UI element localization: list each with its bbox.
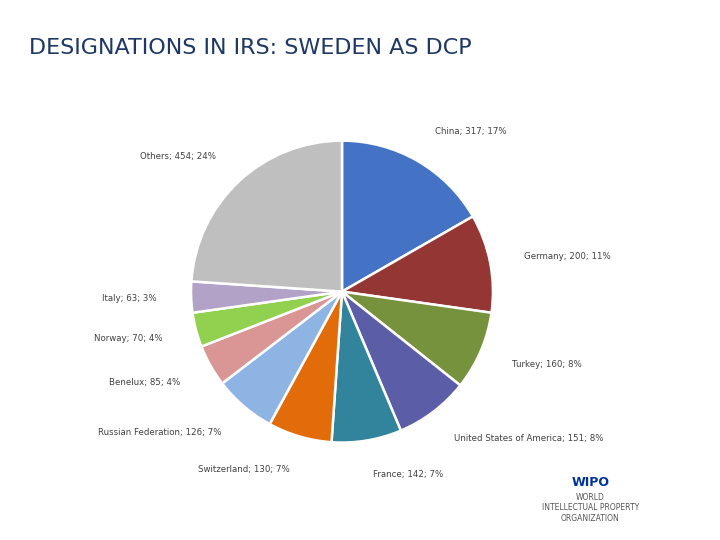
Text: ORGANIZATION: ORGANIZATION: [561, 514, 620, 523]
Wedge shape: [342, 292, 492, 386]
Wedge shape: [191, 281, 342, 313]
Text: WIPO: WIPO: [572, 476, 609, 489]
Text: Italy; 63; 3%: Italy; 63; 3%: [102, 294, 157, 303]
Wedge shape: [270, 292, 342, 442]
Text: France; 142; 7%: France; 142; 7%: [372, 470, 443, 479]
Text: China; 317; 17%: China; 317; 17%: [435, 127, 506, 136]
Wedge shape: [342, 292, 460, 430]
Text: Turkey; 160; 8%: Turkey; 160; 8%: [512, 360, 582, 369]
Wedge shape: [202, 292, 342, 383]
Text: Benelux; 85; 4%: Benelux; 85; 4%: [109, 378, 181, 387]
Text: Russian Federation; 126; 7%: Russian Federation; 126; 7%: [98, 428, 222, 437]
Text: Others; 454; 24%: Others; 454; 24%: [140, 152, 215, 161]
Wedge shape: [342, 140, 473, 292]
Wedge shape: [342, 217, 493, 313]
Wedge shape: [331, 292, 401, 443]
Text: Norway; 70; 4%: Norway; 70; 4%: [94, 334, 163, 343]
Text: INTELLECTUAL PROPERTY: INTELLECTUAL PROPERTY: [541, 503, 639, 512]
Text: Switzerland; 130; 7%: Switzerland; 130; 7%: [198, 465, 290, 474]
Text: United States of America; 151; 8%: United States of America; 151; 8%: [454, 435, 603, 443]
Text: DESIGNATIONS IN IRS: SWEDEN AS DCP: DESIGNATIONS IN IRS: SWEDEN AS DCP: [29, 38, 472, 58]
Text: Germany; 200; 11%: Germany; 200; 11%: [524, 252, 611, 261]
Wedge shape: [192, 140, 342, 292]
Wedge shape: [222, 292, 342, 424]
Text: WORLD: WORLD: [576, 492, 605, 502]
Wedge shape: [192, 292, 342, 347]
